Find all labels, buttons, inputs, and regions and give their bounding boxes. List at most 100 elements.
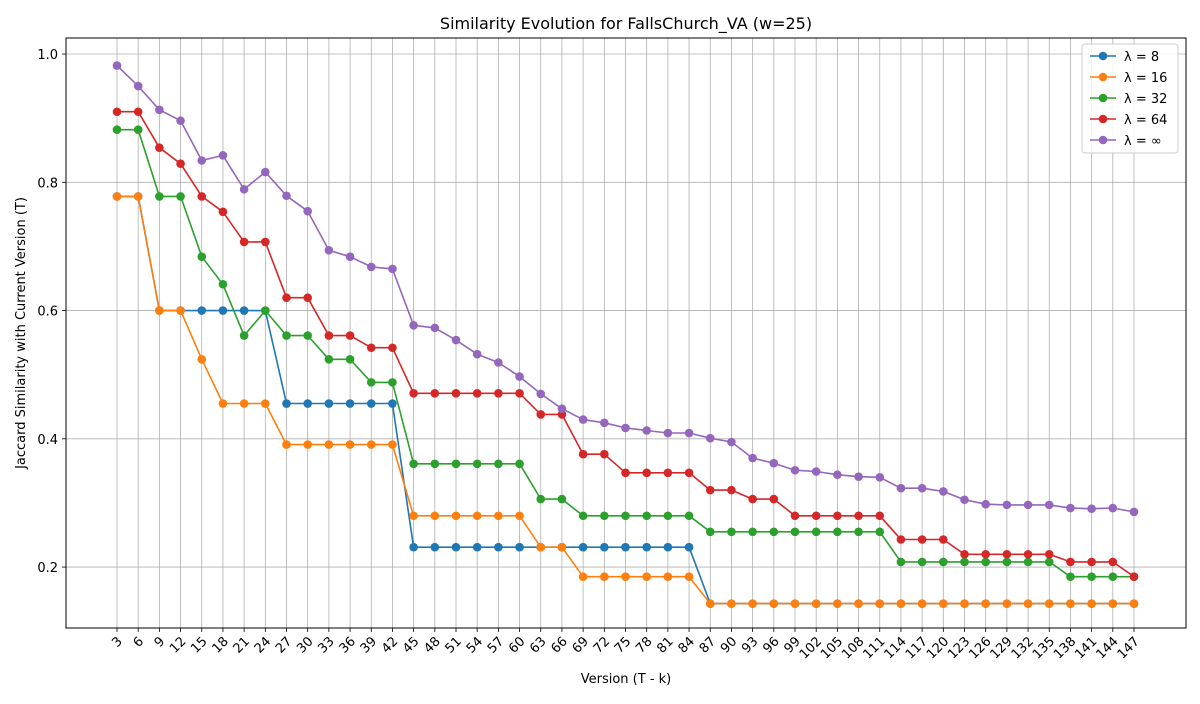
data-point — [896, 535, 906, 544]
data-point — [324, 354, 334, 364]
data-point — [494, 511, 503, 521]
data-point — [366, 399, 376, 408]
data-point — [600, 418, 609, 428]
x-tick-label: 3 — [109, 634, 125, 650]
data-point — [939, 535, 948, 544]
data-point — [960, 549, 969, 559]
legend: λ = 8 λ = 16 λ = 32 λ = 64 λ = ∞ — [1081, 43, 1179, 154]
legend-marker — [1098, 51, 1108, 61]
data-point — [811, 511, 821, 521]
data-point — [939, 599, 948, 608]
data-point — [197, 192, 207, 201]
data-point — [112, 125, 122, 135]
data-point — [642, 511, 651, 521]
data-point — [854, 599, 863, 608]
data-point — [112, 61, 122, 70]
series-group — [112, 61, 1139, 608]
data-point — [303, 331, 312, 340]
data-point — [1087, 557, 1096, 567]
data-point — [282, 191, 291, 201]
x-tick-label: 12 — [167, 634, 189, 656]
data-point — [854, 472, 863, 481]
data-point — [960, 495, 969, 505]
data-point — [1087, 572, 1096, 581]
data-point — [1044, 500, 1054, 510]
data-point — [282, 399, 291, 408]
legend-label: λ = 16 — [1124, 71, 1167, 86]
data-point — [430, 511, 440, 521]
data-point — [366, 262, 376, 272]
data-point — [536, 410, 546, 419]
data-point — [748, 527, 757, 537]
legend-box — [1081, 43, 1179, 154]
data-point — [748, 599, 757, 608]
data-point — [557, 404, 567, 413]
data-point — [727, 485, 736, 495]
data-point — [1002, 549, 1012, 559]
series-5 — [112, 61, 1139, 517]
data-point — [875, 527, 885, 537]
data-point — [854, 511, 863, 521]
data-point — [811, 527, 821, 537]
data-point — [155, 306, 164, 315]
data-point — [261, 237, 270, 247]
data-point — [578, 542, 588, 552]
data-point — [684, 572, 694, 581]
grid — [66, 38, 1186, 628]
data-point — [133, 107, 143, 117]
x-tick-label: 81 — [654, 634, 676, 656]
legend-item: λ = 8 — [1090, 50, 1159, 65]
x-axis-ticks: 3 6 91215182124273033363942454851545760636… — [109, 628, 1143, 662]
data-point — [790, 465, 800, 475]
data-point — [663, 511, 673, 521]
data-point — [388, 264, 397, 274]
data-point — [388, 440, 397, 449]
x-tick-label: 75 — [612, 634, 634, 656]
data-point — [155, 192, 164, 201]
data-point — [642, 426, 651, 435]
data-point — [981, 499, 990, 509]
data-point — [282, 440, 291, 449]
data-point — [282, 293, 291, 303]
data-point — [811, 467, 821, 476]
x-tick-label: 69 — [570, 634, 592, 656]
data-point — [155, 105, 164, 115]
data-point — [769, 527, 779, 537]
legend-label: λ = ∞ — [1124, 134, 1162, 149]
data-point — [366, 440, 376, 449]
data-point — [875, 472, 885, 482]
data-point — [451, 459, 461, 469]
data-point — [451, 388, 461, 398]
data-point — [409, 388, 418, 398]
chart-title: Similarity Evolution for FallsChurch_VA … — [440, 14, 812, 34]
x-tick-label: 96 — [760, 634, 782, 656]
data-point — [388, 399, 397, 408]
legend-item: λ = 32 — [1090, 92, 1167, 107]
data-point — [1002, 557, 1012, 567]
data-point — [939, 557, 948, 567]
data-point — [366, 378, 376, 387]
data-point — [197, 354, 207, 364]
data-point — [239, 331, 249, 340]
data-point — [1023, 599, 1033, 608]
data-point — [642, 572, 651, 581]
data-point — [409, 511, 418, 521]
data-point — [896, 483, 906, 493]
data-point — [833, 511, 842, 521]
data-point — [790, 527, 800, 537]
x-tick-label: 30 — [294, 634, 316, 656]
y-axis-ticks: 0.2 0.4 0.6 0.8 1.0 — [37, 48, 66, 576]
data-point — [727, 599, 736, 608]
legend-item: λ = 16 — [1090, 71, 1167, 86]
data-point — [451, 511, 461, 521]
data-point — [430, 542, 440, 552]
data-point — [430, 459, 440, 469]
data-point — [515, 511, 524, 521]
data-point — [557, 494, 567, 504]
data-point — [176, 159, 185, 168]
data-point — [536, 494, 546, 504]
data-point — [176, 116, 185, 126]
data-point — [705, 527, 715, 537]
data-point — [833, 470, 842, 480]
data-point — [303, 440, 312, 449]
